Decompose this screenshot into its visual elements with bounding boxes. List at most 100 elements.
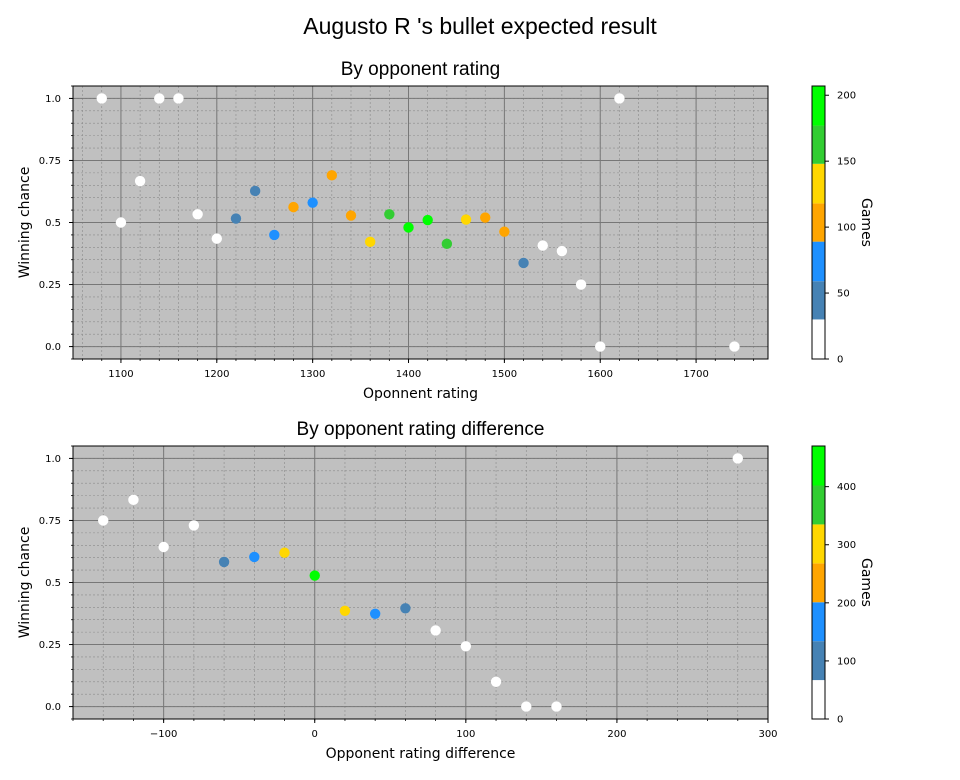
y-tick-label: 1.0 <box>45 454 61 465</box>
x-tick-label: 100 <box>456 729 475 740</box>
y-tick-label: 0.5 <box>45 578 61 589</box>
colorbar-band <box>812 563 825 603</box>
y-tick-label: 0.5 <box>45 218 61 229</box>
x-axis-label: Oponnent rating <box>363 386 478 402</box>
data-point <box>188 520 200 531</box>
colorbar-frame <box>811 445 826 720</box>
data-point <box>460 214 472 225</box>
data-point <box>490 676 502 687</box>
colorbar-band <box>812 125 825 164</box>
colorbar-band <box>812 203 825 242</box>
data-point <box>441 238 453 250</box>
colorbar-tick-label: 300 <box>837 540 856 551</box>
data-point <box>499 226 510 237</box>
data-point <box>307 197 318 208</box>
data-point <box>384 209 395 220</box>
colorbar-tick-label: 0 <box>837 715 843 726</box>
data-point <box>369 608 381 619</box>
colorbar-frame <box>811 85 826 360</box>
data-point <box>128 494 139 506</box>
colorbar-band <box>812 241 825 282</box>
data-point <box>158 541 169 553</box>
data-point <box>556 245 568 257</box>
x-tick-label: 1200 <box>204 369 229 380</box>
colorbar-band <box>812 319 825 359</box>
data-point <box>521 701 532 712</box>
chart-title: By opponent rating <box>341 59 501 80</box>
data-point <box>614 93 625 104</box>
figure-title: Augusto R 's bullet expected result <box>303 13 657 39</box>
colorbar-band <box>812 446 825 486</box>
chart-title: By opponent rating difference <box>297 419 545 440</box>
data-point <box>279 547 290 558</box>
x-tick-label: 1100 <box>108 369 133 380</box>
x-axis-label: Opponent rating difference <box>326 746 516 762</box>
data-point <box>403 222 414 233</box>
colorbar-tick-label: 50 <box>837 289 850 300</box>
colorbar-label: Games <box>858 558 874 607</box>
data-point <box>288 201 299 213</box>
y-tick-label: 0.25 <box>39 280 61 291</box>
colorbar-band <box>812 524 825 564</box>
colorbar-band <box>812 641 825 681</box>
colorbar-tick-label: 200 <box>837 598 856 609</box>
data-point <box>192 209 203 220</box>
y-tick-label: 0.0 <box>45 702 61 713</box>
data-point <box>422 214 433 226</box>
data-point <box>729 341 740 352</box>
colorbar-band <box>812 281 825 320</box>
data-point <box>269 229 280 241</box>
x-tick-label: 1500 <box>492 369 517 380</box>
x-tick-label: −100 <box>150 729 177 740</box>
data-point <box>134 175 146 187</box>
colorbar-band <box>812 485 825 525</box>
data-point <box>518 257 529 269</box>
y-axis-label: Winning chance <box>17 167 33 279</box>
colorbar-tick-label: 0 <box>837 355 843 366</box>
data-point <box>551 701 562 712</box>
data-point <box>345 210 357 221</box>
data-point <box>595 341 606 352</box>
colorbar-band <box>812 163 825 204</box>
colorbar-tick-label: 100 <box>837 223 856 234</box>
colorbar: 0 100 200 300 400 Games <box>811 445 874 726</box>
colorbar-tick-label: 200 <box>837 91 856 102</box>
colorbar-tick-label: 150 <box>837 157 856 168</box>
data-point <box>173 93 184 104</box>
data-point <box>326 170 338 181</box>
chart-panel-2: By opponent rating difference −100 0 100 200… <box>17 419 874 762</box>
data-point <box>537 240 548 251</box>
data-point <box>400 603 411 614</box>
y-tick-label: 1.0 <box>45 94 61 105</box>
data-point <box>339 605 351 616</box>
data-point <box>96 93 107 104</box>
colorbar-label: Games <box>858 198 874 247</box>
colorbar-tick-label: 400 <box>837 482 856 493</box>
x-tick-label: 0 <box>312 729 318 740</box>
x-tick-label: 1300 <box>300 369 325 380</box>
colorbar-band <box>812 86 825 126</box>
data-point <box>154 93 165 104</box>
data-point <box>460 641 472 652</box>
data-point <box>430 625 441 636</box>
x-tick-label: 300 <box>758 729 777 740</box>
data-point <box>230 213 242 224</box>
y-axis-label: Winning chance <box>17 527 33 639</box>
x-tick-label: 1600 <box>588 369 613 380</box>
data-point <box>211 233 222 244</box>
colorbar-tick-label: 100 <box>837 656 856 667</box>
x-tick-label: 1400 <box>396 369 421 380</box>
data-point <box>249 185 261 197</box>
data-point <box>309 570 320 581</box>
data-point <box>732 453 743 464</box>
x-tick-label: 1700 <box>683 369 708 380</box>
data-point <box>98 515 109 526</box>
x-tick-label: 200 <box>607 729 626 740</box>
colorbar-band <box>812 602 825 642</box>
data-point <box>115 217 127 228</box>
data-point <box>364 236 376 248</box>
y-tick-label: 0.75 <box>39 516 61 527</box>
